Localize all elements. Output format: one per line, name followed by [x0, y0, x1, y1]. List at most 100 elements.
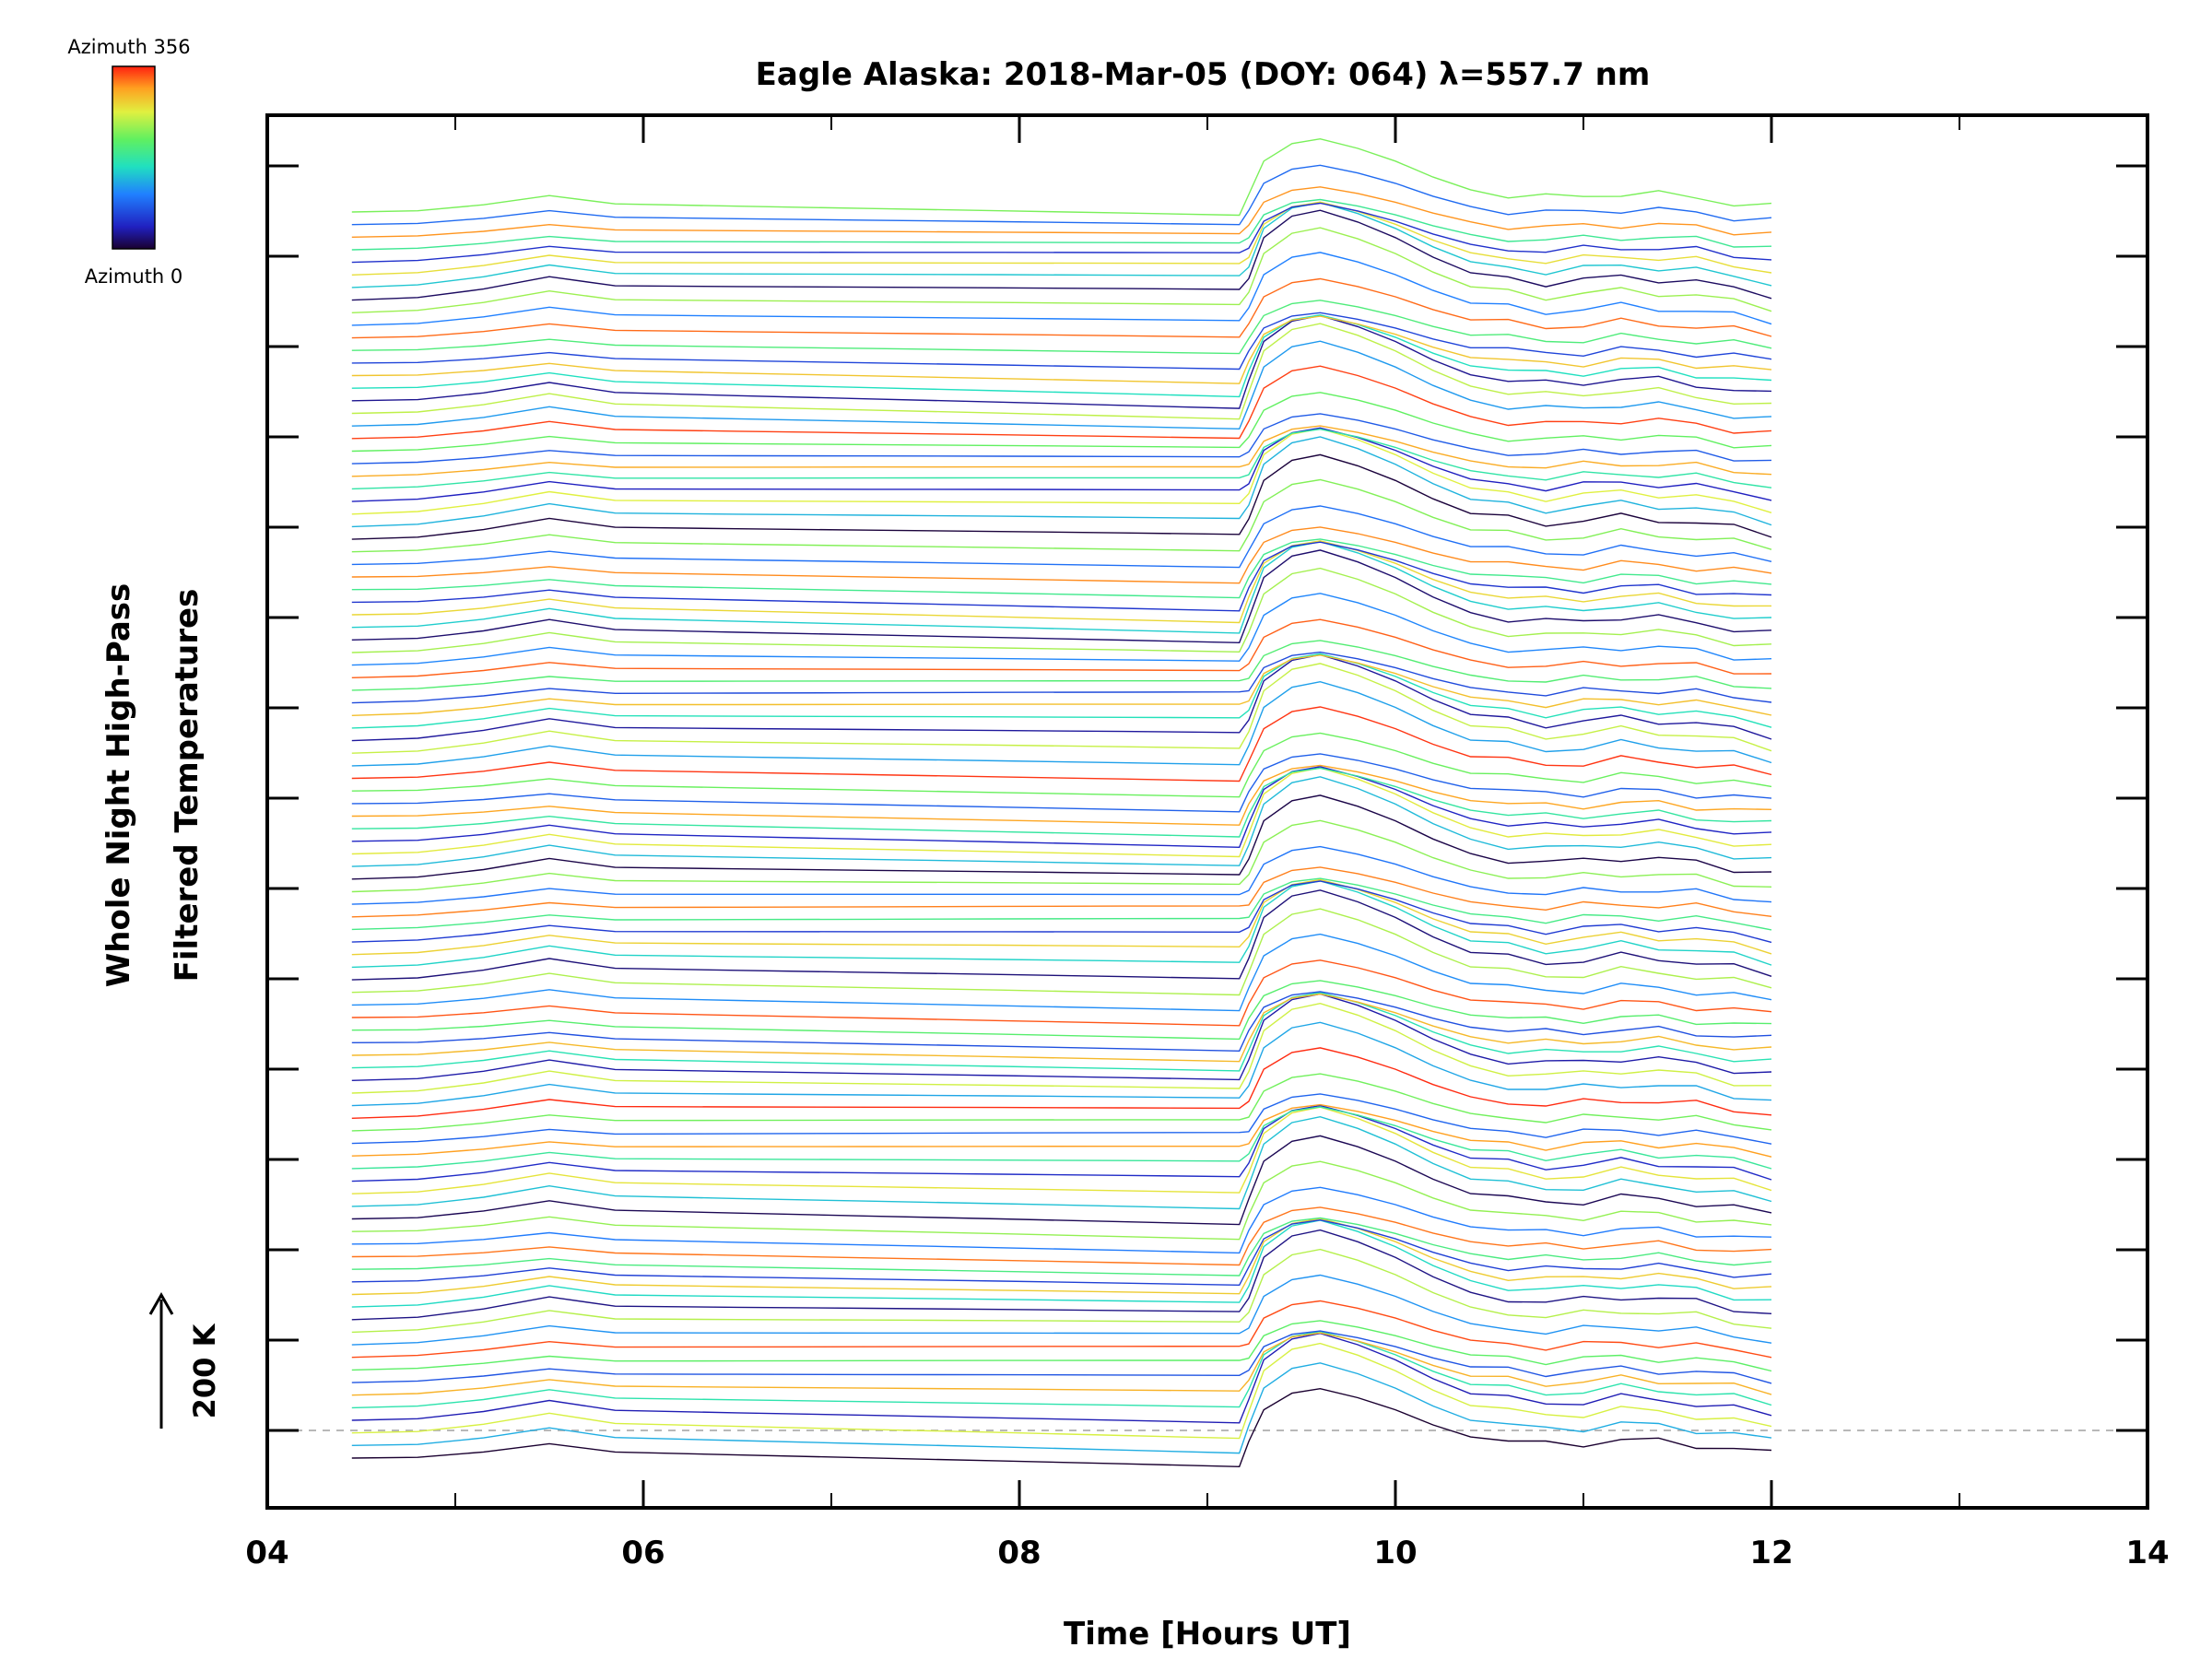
azimuth-series-line [351, 137, 1772, 217]
azimuth-series-line [351, 1330, 1772, 1384]
azimuth-series-line [351, 1248, 1772, 1334]
colorbar-top-label: Azimuth 356 [67, 36, 190, 58]
azimuth-series-line [351, 436, 1772, 528]
azimuth-series-line [351, 794, 1772, 880]
azimuth-series-line [351, 651, 1772, 704]
colorbar-bottom-label: Azimuth 0 [85, 265, 183, 288]
azimuth-series-line [351, 202, 1772, 264]
azimuth-series-line [351, 1300, 1772, 1359]
azimuth-series-line [351, 209, 1772, 301]
azimuth-series-line [351, 654, 1772, 716]
azimuth-series-line [351, 413, 1772, 465]
azimuth-series-line [351, 1103, 1772, 1158]
azimuth-series-line [351, 877, 1772, 931]
azimuth-series-line [351, 993, 1772, 1063]
azimuth-series-line [351, 164, 1772, 226]
azimuth-series-line [351, 1229, 1772, 1321]
azimuth-series-line [351, 819, 1772, 893]
azimuth-series-line [351, 538, 1772, 599]
azimuth-series-line [351, 227, 1772, 313]
scale-bar: 200 K [148, 1291, 222, 1429]
azimuth-series-line [351, 618, 1772, 678]
azimuth-series-line [351, 198, 1772, 251]
azimuth-series-line [351, 392, 1772, 453]
azimuth-series-line [351, 766, 1772, 849]
azimuth-series-line [351, 540, 1772, 624]
azimuth-series-line [351, 1332, 1772, 1424]
azimuth-series-line [351, 889, 1772, 981]
azimuth-series-line [351, 549, 1772, 644]
azimuth-series-line [351, 992, 1772, 1072]
x-tick-label: 06 [621, 1535, 665, 1571]
azimuth-series-line [351, 878, 1772, 956]
azimuth-series-line [351, 1387, 1772, 1468]
azimuth-series-line [351, 1219, 1772, 1308]
azimuth-series-line [351, 312, 1772, 371]
azimuth-series-line [351, 1217, 1772, 1277]
azimuth-series-line [351, 425, 1772, 477]
azimuth-series-line [351, 1332, 1772, 1396]
azimuth-series-line [351, 1330, 1772, 1409]
azimuth-series-line [351, 593, 1772, 666]
axis-ticks: 04 06 08 10 12 14 [245, 115, 2170, 1571]
azimuth-series-line [351, 1002, 1772, 1094]
azimuth-series-line [351, 314, 1772, 409]
azimuth-series-line [351, 252, 1772, 326]
azimuth-series-line [351, 526, 1772, 584]
azimuth-series-line [351, 1093, 1772, 1145]
azimuth-series-line [351, 1106, 1772, 1194]
azimuth-series-line [351, 1186, 1772, 1254]
azimuth-series-line [351, 541, 1772, 612]
x-tick-label: 08 [997, 1535, 1041, 1571]
azimuth-series-line [351, 1206, 1772, 1266]
azimuth-series-line [351, 753, 1772, 813]
azimuth-series-line [351, 1073, 1772, 1132]
azimuth-series-line [351, 1320, 1772, 1372]
xlabel: Time [Hours UT] [1064, 1616, 1351, 1653]
azimuth-series-line [351, 991, 1772, 1053]
azimuth-series-line [351, 980, 1772, 1041]
azimuth-series-line [351, 323, 1772, 420]
scale-bar-label: 200 K [187, 1323, 222, 1418]
azimuth-series-line [351, 313, 1772, 398]
azimuth-series-line [351, 478, 1772, 553]
chart-title: Eagle Alaska: 2018-Mar-05 (DOY: 064) λ=5… [756, 56, 1651, 93]
azimuth-series-line [351, 1160, 1772, 1241]
azimuth-series-line [351, 880, 1772, 944]
azimuth-series-line [351, 201, 1772, 288]
x-tick-label: 14 [2125, 1535, 2169, 1571]
colorbar [112, 65, 156, 250]
azimuth-series-line [351, 663, 1772, 754]
azimuth-series-line [351, 732, 1772, 798]
azimuth-series-line [351, 428, 1772, 515]
azimuth-series-line [351, 764, 1772, 826]
azimuth-series-line [351, 300, 1772, 355]
azimuth-series-line [351, 1218, 1772, 1287]
azimuth-series-line [351, 908, 1772, 996]
azimuth-series-line [351, 1106, 1772, 1170]
series-group [351, 137, 1772, 1468]
azimuth-series-line [351, 767, 1772, 838]
azimuth-series-line [351, 1342, 1772, 1440]
azimuth-series-line [351, 706, 1772, 782]
azimuth-series-line [351, 340, 1772, 430]
azimuth-series-line [351, 845, 1772, 905]
ylabel-line1: Whole Night High-Pass [100, 583, 137, 988]
azimuth-series-line [351, 505, 1772, 569]
azimuth-series-line [351, 1218, 1772, 1296]
azimuth-series-line [351, 653, 1772, 742]
azimuth-series-line [351, 653, 1772, 729]
azimuth-series-line [351, 1047, 1772, 1119]
azimuth-series-line [351, 680, 1772, 767]
azimuth-series-line [351, 186, 1772, 238]
x-tick-label: 04 [245, 1535, 288, 1571]
x-tick-label: 12 [1749, 1535, 1793, 1571]
azimuth-series-line [351, 959, 1772, 1027]
azimuth-series-line [351, 1115, 1772, 1210]
azimuth-series-line [351, 776, 1772, 867]
azimuth-series-line [351, 453, 1772, 540]
azimuth-series-line [351, 1104, 1772, 1182]
azimuth-series-line [351, 1135, 1772, 1226]
x-tick-label: 10 [1373, 1535, 1417, 1571]
